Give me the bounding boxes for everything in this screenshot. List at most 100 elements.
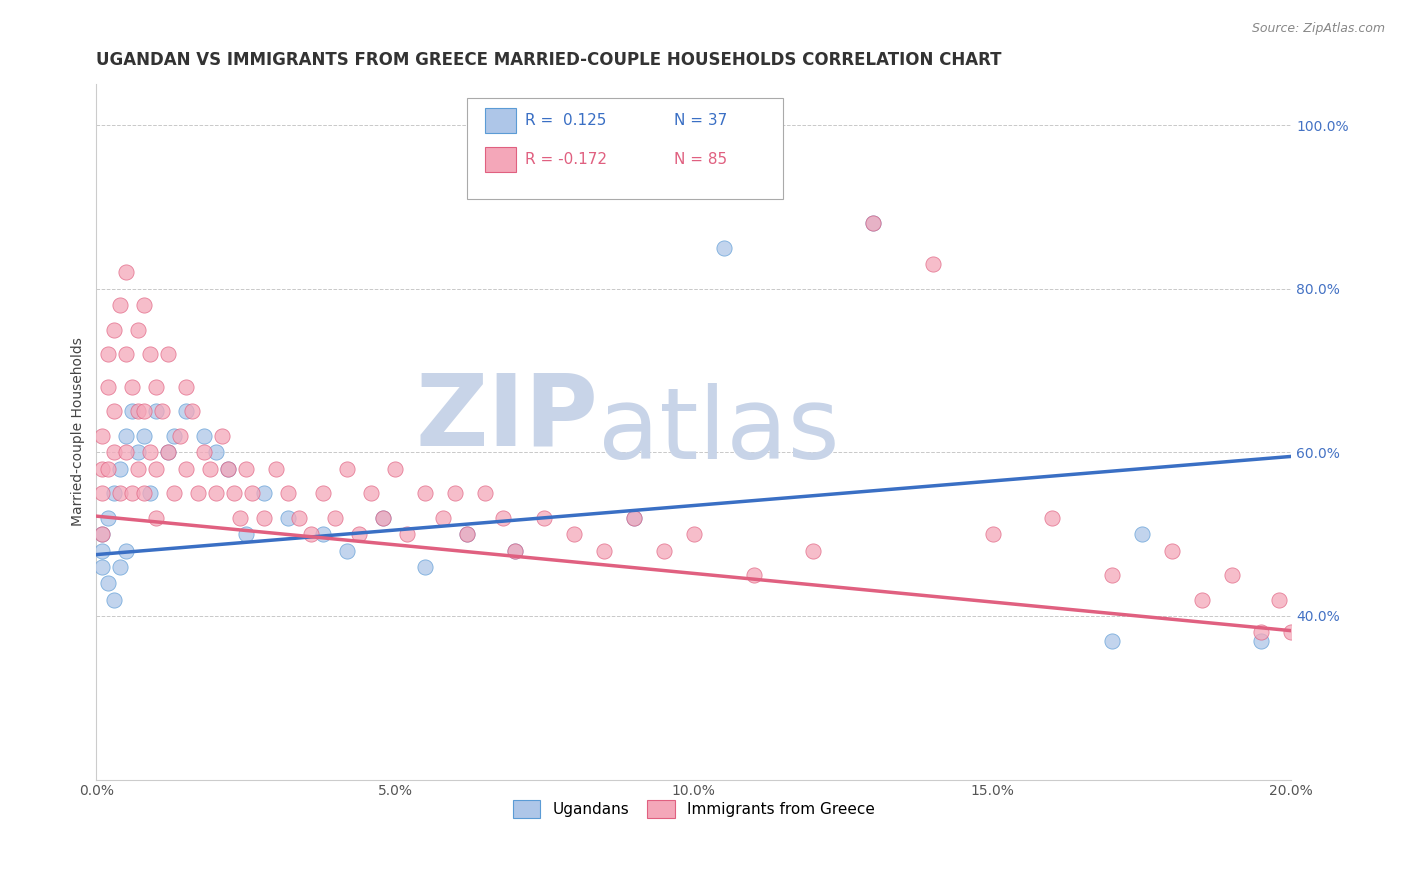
Point	[222, 486, 245, 500]
Point	[360, 486, 382, 500]
Point	[432, 510, 454, 524]
Point	[1101, 633, 1123, 648]
Point	[235, 461, 257, 475]
Point	[127, 322, 149, 336]
Point	[163, 429, 186, 443]
Point	[134, 298, 156, 312]
Y-axis label: Married-couple Households: Married-couple Households	[72, 337, 86, 526]
Point	[533, 510, 555, 524]
Point	[742, 568, 765, 582]
Point	[145, 404, 167, 418]
Point	[713, 241, 735, 255]
Point	[1279, 625, 1302, 640]
Point	[127, 445, 149, 459]
Text: R = -0.172: R = -0.172	[526, 153, 607, 168]
Point	[134, 404, 156, 418]
Point	[312, 527, 335, 541]
Point	[623, 510, 645, 524]
Point	[181, 404, 204, 418]
Point	[115, 429, 138, 443]
Point	[1220, 568, 1243, 582]
Point	[115, 347, 138, 361]
Point	[413, 486, 436, 500]
Point	[444, 486, 467, 500]
Point	[229, 510, 252, 524]
Point	[97, 380, 120, 394]
Point	[145, 510, 167, 524]
Point	[121, 380, 143, 394]
Point	[562, 527, 585, 541]
Point	[235, 527, 257, 541]
Text: UGANDAN VS IMMIGRANTS FROM GREECE MARRIED-COUPLE HOUSEHOLDS CORRELATION CHART: UGANDAN VS IMMIGRANTS FROM GREECE MARRIE…	[97, 51, 1002, 69]
Point	[277, 510, 299, 524]
Point	[110, 486, 132, 500]
Point	[264, 461, 287, 475]
FancyBboxPatch shape	[485, 147, 516, 172]
Point	[187, 486, 209, 500]
Point	[103, 445, 125, 459]
Point	[288, 510, 311, 524]
Point	[217, 461, 239, 475]
Point	[1130, 527, 1153, 541]
Point	[91, 486, 114, 500]
Point	[134, 486, 156, 500]
Point	[1191, 592, 1213, 607]
Point	[150, 404, 173, 418]
Point	[652, 543, 675, 558]
Point	[121, 486, 143, 500]
Point	[301, 527, 323, 541]
Point	[115, 265, 138, 279]
Point	[593, 543, 616, 558]
Point	[97, 347, 120, 361]
Text: ZIP: ZIP	[415, 369, 598, 467]
Point	[413, 560, 436, 574]
Point	[198, 461, 221, 475]
Text: N = 85: N = 85	[673, 153, 727, 168]
Point	[801, 543, 824, 558]
Point	[396, 527, 419, 541]
Point	[157, 445, 180, 459]
Point	[139, 347, 162, 361]
Point	[91, 461, 114, 475]
Point	[336, 543, 359, 558]
Point	[623, 510, 645, 524]
Point	[110, 461, 132, 475]
Point	[103, 486, 125, 500]
Point	[115, 543, 138, 558]
Point	[682, 527, 704, 541]
Point	[121, 404, 143, 418]
Point	[139, 486, 162, 500]
Point	[456, 527, 478, 541]
Point	[503, 543, 526, 558]
Point	[174, 404, 197, 418]
Point	[157, 445, 180, 459]
Point	[145, 380, 167, 394]
Point	[103, 404, 125, 418]
Point	[325, 510, 347, 524]
Point	[193, 429, 215, 443]
Point	[103, 322, 125, 336]
Point	[474, 486, 496, 500]
FancyBboxPatch shape	[467, 98, 783, 199]
Point	[336, 461, 359, 475]
Point	[862, 216, 884, 230]
Point	[277, 486, 299, 500]
Point	[492, 510, 515, 524]
Point	[134, 429, 156, 443]
Point	[862, 216, 884, 230]
Point	[1101, 568, 1123, 582]
Point	[253, 510, 276, 524]
Point	[91, 527, 114, 541]
Point	[373, 510, 395, 524]
Point	[373, 510, 395, 524]
Point	[205, 445, 228, 459]
Point	[205, 486, 228, 500]
Point	[127, 461, 149, 475]
Point	[103, 592, 125, 607]
Point	[91, 527, 114, 541]
Point	[91, 543, 114, 558]
Point	[174, 380, 197, 394]
Point	[91, 429, 114, 443]
Point	[1250, 633, 1272, 648]
Point	[312, 486, 335, 500]
